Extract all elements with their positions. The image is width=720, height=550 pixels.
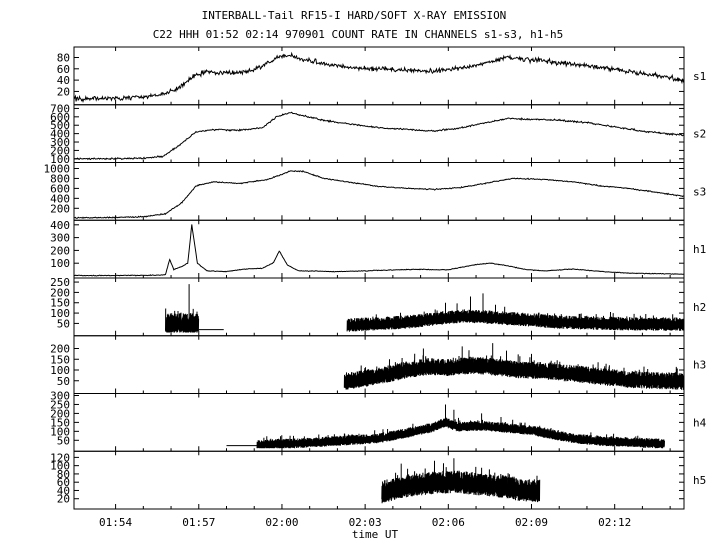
panel-frame [73,219,685,279]
y-tick-label: 300 [50,232,70,245]
y-tick-label: 50 [57,317,70,330]
y-tick-label: 80 [57,51,70,64]
y-tick-label: 100 [50,257,70,270]
series-line-s1 [74,51,684,103]
y-tick-label: 100 [50,153,70,166]
x-tick-label: 02:03 [349,516,382,529]
y-tick-label: 200 [50,286,70,299]
y-tick-label: 100 [50,425,70,438]
channel-label-s2: s2 [693,128,706,141]
series-line-h1 [74,224,684,277]
series-line-s2 [74,111,684,161]
y-tick-label: 150 [50,353,70,366]
y-tick-label: 600 [50,182,70,195]
series-h2 [165,284,684,333]
y-tick-label: 200 [50,202,70,215]
panel-frame [73,450,685,510]
y-tick-label: 250 [50,276,70,289]
y-tick-label: 300 [50,390,70,403]
y-tick-label: 150 [50,297,70,310]
y-tick-label: 700 [50,102,70,115]
y-tick-label: 50 [57,375,70,388]
series-h4 [226,404,665,449]
channel-label-h5: h5 [693,474,706,487]
x-tick-label: 01:57 [182,516,215,529]
channel-label-h2: h2 [693,301,706,314]
y-tick-label: 400 [50,219,70,232]
series-h5 [381,458,541,504]
y-tick-label: 20 [57,85,70,98]
panel-group: 20406080s1100200300400500600700s22004006… [44,46,707,510]
series-band-h4 [256,404,665,449]
series-s3 [74,170,684,219]
y-tick-label: 80 [57,468,70,481]
series-band-h5 [381,458,541,504]
y-tick-label: 100 [50,307,70,320]
series-h3 [343,343,684,390]
channel-label-s1: s1 [693,70,706,83]
y-tick-label: 40 [57,484,70,497]
chart-subtitle: C22 HHH 01:52 02:14 970901 COUNT RATE IN… [153,28,564,41]
channel-label-s3: s3 [693,185,706,198]
series-h1 [74,224,684,277]
y-tick-label: 400 [50,192,70,205]
y-tick-label: 400 [50,128,70,141]
y-tick-label: 300 [50,136,70,149]
panel-frame [73,104,685,163]
x-tick-label: 02:12 [598,516,631,529]
x-axis-label: time UT [352,528,399,541]
y-tick-label: 200 [50,144,70,157]
series-band-h2 [165,284,200,333]
panel-frame [73,335,685,394]
y-tick-label: 50 [57,434,70,447]
x-tick-label: 01:54 [99,516,132,529]
y-tick-label: 500 [50,119,70,132]
x-tick-label: 02:00 [265,516,298,529]
panel-frame [73,162,685,221]
chart-title: INTERBALL-Tail RF15-I HARD/SOFT X-RAY EM… [202,9,507,22]
channel-label-h3: h3 [693,359,706,372]
y-tick-label: 60 [57,476,70,489]
series-line-s3 [74,170,684,219]
y-tick-label: 200 [50,244,70,257]
y-tick-label: 200 [50,407,70,420]
y-tick-label: 1000 [44,162,71,175]
x-tick-label: 02:06 [432,516,465,529]
x-axis: 01:54 01:57 02:00 02:03 02:06 02:09 02:12 [99,516,631,529]
series-band-h3 [343,343,684,390]
y-tick-label: 250 [50,398,70,411]
y-tick-label: 800 [50,172,70,185]
x-tick-label: 02:09 [515,516,548,529]
channel-label-h1: h1 [693,243,706,256]
y-tick-label: 600 [50,111,70,124]
y-tick-label: 150 [50,416,70,429]
channel-label-h4: h4 [693,416,707,429]
y-tick-label: 100 [50,364,70,377]
y-tick-label: 200 [50,343,70,356]
y-tick-label: 100 [50,460,70,473]
y-tick-label: 120 [50,451,70,464]
panel-frame [73,46,685,106]
series-band-h2 [346,293,684,332]
series-s1 [74,51,684,103]
y-tick-label: 40 [57,74,70,87]
y-tick-label: 60 [57,63,70,76]
series-s2 [74,111,684,161]
y-tick-label: 20 [57,493,70,506]
